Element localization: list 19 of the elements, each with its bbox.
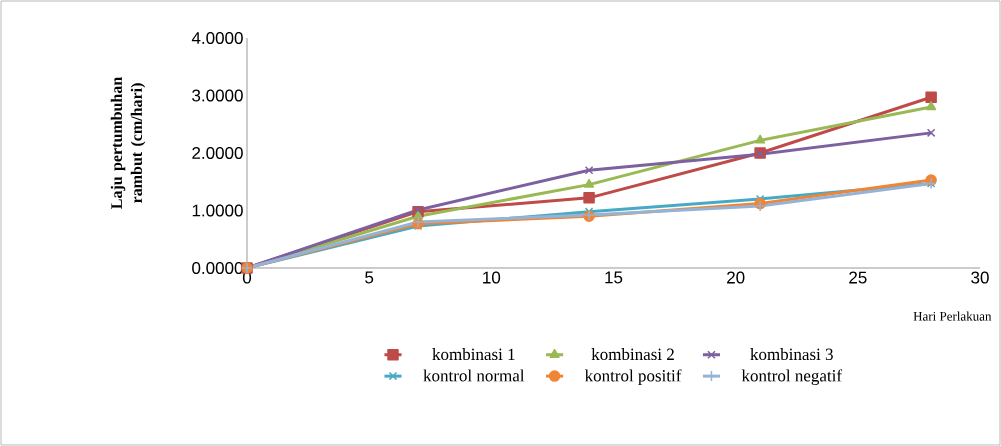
legend-label: kombinasi 2 [591,348,674,361]
x-axis-title: Hari Perlakuan [913,311,992,321]
y-tick-label: 2.0000 [192,146,243,160]
legend-label: kontrol normal [423,369,525,382]
y-tick-label: 0.0000 [192,261,243,275]
x-tick-label: 20 [727,271,745,284]
y-axis-title: Laju pertumbuhan rambut (cm/hari) [110,77,146,209]
x-tick-label: 15 [605,271,623,284]
x-tick-label: 5 [365,271,374,284]
legend-label: kontrol negatif [741,369,843,386]
legend-label: kombinasi 3 [750,348,833,361]
x-tick-label: 10 [483,271,501,284]
y-tick-label: 1.0000 [192,204,243,217]
x-tick-label: 30 [971,271,989,284]
y-tick-label: 4.0000 [191,31,243,45]
y-tick-label: 3.0000 [192,89,243,102]
legend-label: kontrol positif [584,369,682,385]
x-tick-label: 25 [849,271,867,284]
legend-label: kombinasi 1 [432,348,515,361]
